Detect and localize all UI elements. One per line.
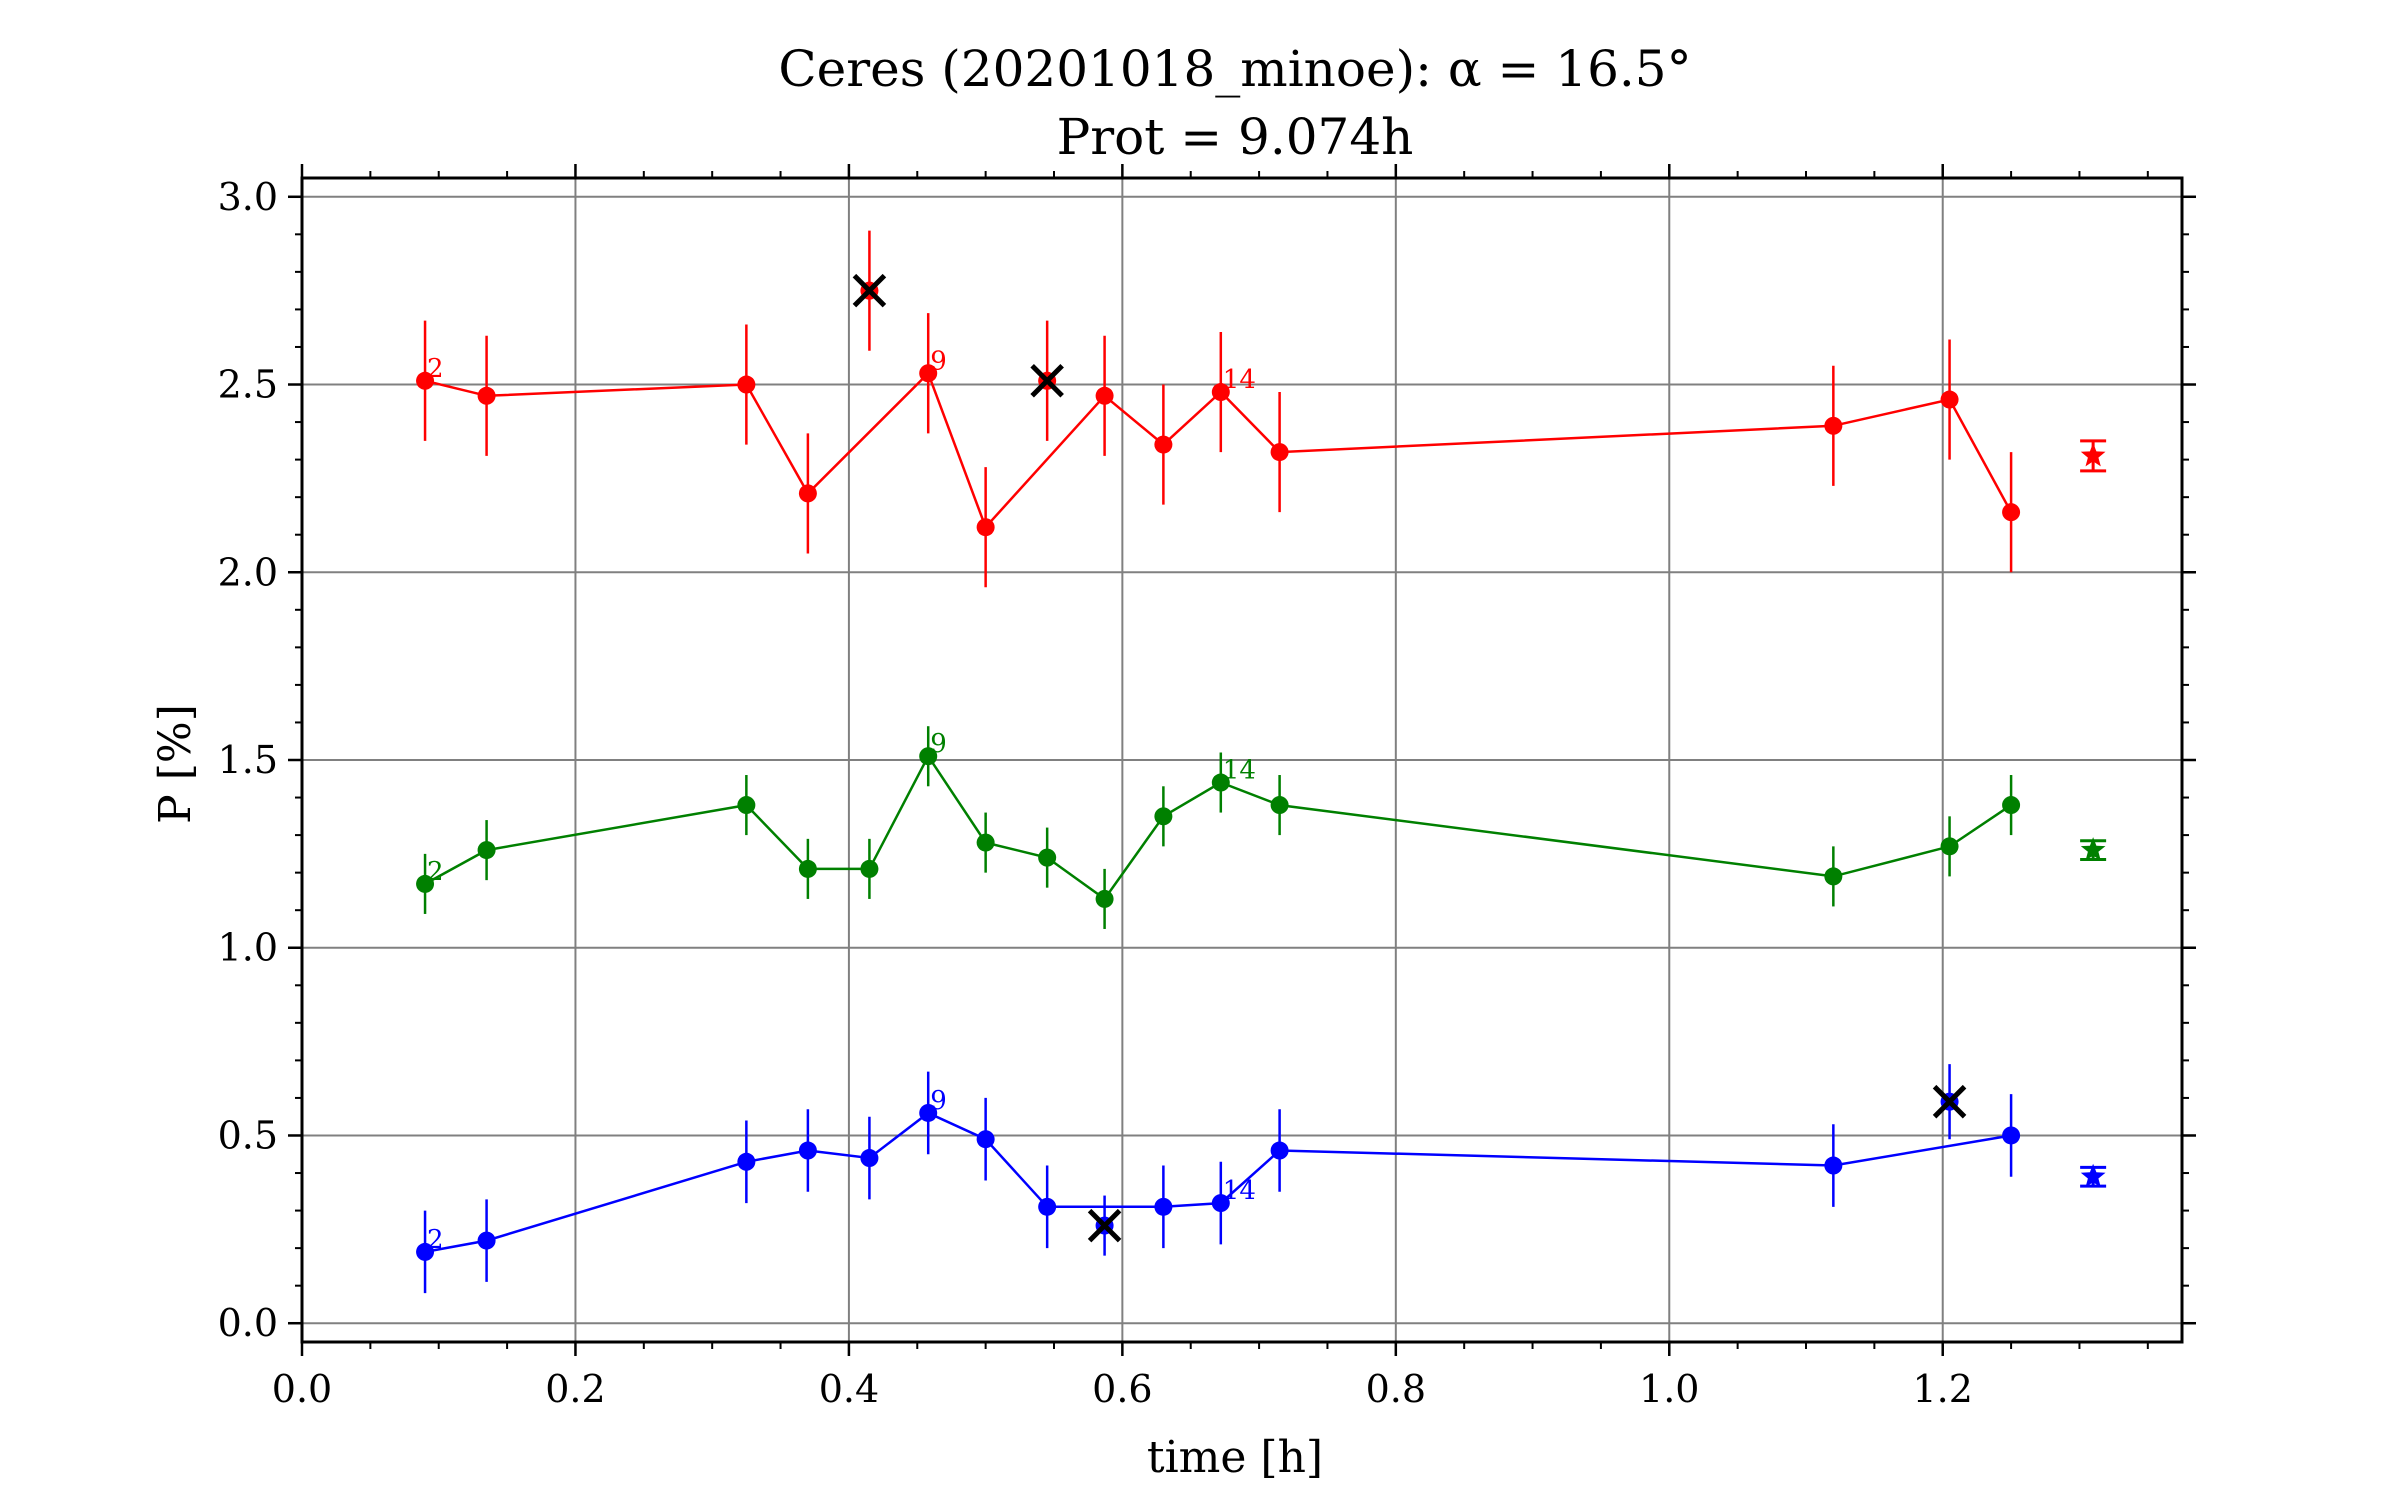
- mean-star-marker: [2080, 837, 2106, 861]
- data-point: [1824, 1156, 1843, 1175]
- data-point: [1824, 867, 1843, 886]
- mean-star-marker: [2080, 1163, 2106, 1188]
- data-point: [2002, 796, 2021, 815]
- data-point: [737, 375, 756, 394]
- data-point: [1940, 837, 1959, 856]
- data-point: [416, 371, 435, 390]
- data-point: [416, 874, 435, 893]
- y-tick-label: 0.0: [218, 1301, 278, 1345]
- data-point: [1211, 383, 1230, 402]
- y-tick-label: 3.0: [218, 175, 278, 219]
- rejected-cross: [1087, 1208, 1122, 1243]
- data-point: [919, 747, 938, 766]
- y-axis-label: P [%]: [150, 704, 201, 824]
- x-axis-label: time [h]: [1147, 1432, 1323, 1483]
- axis-ticks: 0.0 0.2 0.4 0.6 0.8 1.0 1.2 0.0 0.5 1.0 1.5 2.0 2.5 3…: [218, 164, 2196, 1411]
- chart-subtitle: Prot = 9.074h: [1057, 108, 1414, 166]
- y-tick-label: 1.5: [218, 738, 278, 782]
- mean-star-marker: [2080, 442, 2106, 467]
- rejected-cross: [1932, 1084, 1967, 1119]
- x-tick-label: 0.6: [1092, 1367, 1152, 1411]
- series-line: [424, 1111, 2012, 1254]
- data-point: [1211, 773, 1230, 792]
- y-tick-label: 0.5: [218, 1113, 278, 1157]
- data-point: [1940, 390, 1959, 409]
- data-point: [1270, 796, 1289, 815]
- chart-title: Ceres (20201018_minoe): α = 16.5°: [778, 40, 1691, 98]
- data-layer: 2 9 14 2 9 14 2 9 14: [416, 230, 2107, 1294]
- data-point: [1270, 443, 1289, 462]
- point-index-label: 2: [427, 354, 444, 384]
- data-point: [919, 364, 938, 383]
- point-index-label: 9: [930, 1086, 947, 1116]
- point-index-label: 9: [930, 729, 947, 759]
- data-point: [1824, 416, 1843, 435]
- data-point: [860, 1149, 879, 1168]
- data-point: [1154, 807, 1173, 826]
- rejected-cross: [852, 273, 887, 308]
- x-tick-label: 0.2: [545, 1367, 605, 1411]
- data-point: [919, 1103, 938, 1122]
- data-point: [477, 841, 496, 860]
- data-point: [2002, 1126, 2021, 1145]
- data-point: [477, 1231, 496, 1250]
- data-point: [1270, 1141, 1289, 1160]
- y-tick-label: 2.0: [218, 550, 278, 594]
- data-point: [1038, 1197, 1057, 1216]
- series-0: 2 9 14: [416, 230, 2107, 588]
- data-point: [976, 833, 995, 852]
- series-2: 2 9 14: [416, 1064, 2107, 1294]
- data-point: [798, 1141, 817, 1160]
- point-index-label: 9: [930, 346, 947, 376]
- grid: [302, 178, 2182, 1342]
- x-tick-label: 1.2: [1913, 1367, 1973, 1411]
- data-point: [860, 859, 879, 878]
- data-point: [737, 796, 756, 815]
- point-index-label: 14: [1223, 365, 1256, 395]
- x-tick-label: 0.8: [1366, 1367, 1426, 1411]
- point-index-label: 2: [427, 1225, 444, 1255]
- y-tick-label: 2.5: [218, 363, 278, 407]
- x-tick-label: 0.0: [272, 1367, 332, 1411]
- data-point: [798, 484, 817, 503]
- series-1: 2 9 14: [416, 726, 2107, 929]
- data-point: [1095, 386, 1114, 405]
- data-point: [798, 859, 817, 878]
- data-point: [1211, 1194, 1230, 1213]
- x-tick-label: 1.0: [1639, 1367, 1699, 1411]
- point-index-label: 14: [1223, 1176, 1256, 1206]
- data-point: [976, 1130, 995, 1149]
- rejected-cross: [1030, 363, 1064, 398]
- data-point: [477, 386, 496, 405]
- data-point: [416, 1242, 435, 1261]
- x-tick-label: 0.4: [819, 1367, 879, 1411]
- point-index-label: 2: [427, 857, 444, 887]
- data-point: [1095, 889, 1114, 908]
- point-index-label: 14: [1223, 756, 1256, 786]
- data-point: [976, 518, 995, 537]
- data-point: [1154, 435, 1173, 454]
- data-point: [737, 1152, 756, 1171]
- data-point: [1154, 1197, 1173, 1216]
- data-point: [1038, 848, 1057, 867]
- y-tick-label: 1.0: [218, 926, 278, 970]
- data-point: [2002, 503, 2021, 522]
